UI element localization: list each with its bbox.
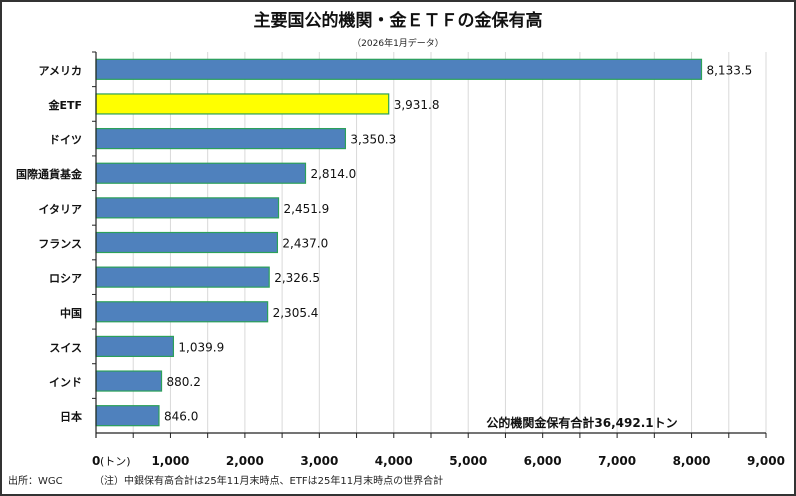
data-label: 2,326.5 — [274, 271, 320, 285]
category-label: フランス — [38, 238, 82, 251]
category-label: 金ETF — [47, 98, 82, 112]
x-unit-label: (トン) — [100, 455, 131, 468]
category-label: 日本 — [60, 410, 82, 424]
total-annotation: 公的機関金保有合計36,492.1トン — [486, 415, 677, 430]
x-tick-label: 2,000 — [226, 454, 264, 468]
x-tick-label: 6,000 — [524, 454, 562, 468]
source-note: 出所：WGC — [8, 474, 63, 487]
x-tick-label: 7,000 — [598, 454, 636, 468]
bar — [95, 93, 390, 115]
data-label: 2,305.4 — [273, 306, 319, 320]
bar — [95, 58, 703, 80]
x-tick-label: 5,000 — [449, 454, 487, 468]
data-label: 846.0 — [164, 410, 198, 424]
bar — [95, 197, 280, 219]
bar — [95, 335, 175, 358]
data-label: 2,814.0 — [310, 167, 356, 181]
category-label: ロシア — [49, 272, 82, 285]
chart-title: 主要国公的機関・金ＥＴＦの金保有高 — [254, 10, 543, 31]
category-label: ドイツ — [49, 134, 82, 147]
footnote: （注）中銀保有高合計は25年11月末時点、ETFは25年11月末時点の世界合計 — [94, 474, 443, 487]
category-label: 中国 — [60, 306, 82, 320]
bar — [95, 266, 270, 288]
data-label: 1,039.9 — [178, 340, 224, 354]
chart-subtitle: （2026年1月データ） — [352, 37, 444, 49]
category-label: スイス — [49, 341, 82, 354]
x-tick-label: 1,000 — [151, 454, 189, 468]
x-tick-label: 8,000 — [673, 454, 711, 468]
data-label: 8,133.5 — [706, 63, 752, 77]
x-tick-label: 9,000 — [747, 454, 785, 468]
bar — [95, 231, 279, 254]
x-tick-label: 3,000 — [300, 454, 338, 468]
category-label: 国際通貨基金 — [16, 167, 83, 181]
category-label: インド — [49, 376, 82, 389]
bar — [95, 127, 347, 150]
data-label: 2,437.0 — [282, 237, 328, 251]
data-label: 880.2 — [167, 375, 201, 389]
bar — [95, 370, 163, 392]
category-label: イタリア — [38, 203, 82, 216]
x-tick-label: 4,000 — [375, 454, 413, 468]
bar — [95, 162, 307, 184]
category-label: アメリカ — [39, 64, 82, 77]
x-tick-label: 0 — [92, 454, 100, 468]
data-label: 2,451.9 — [284, 202, 330, 216]
data-label: 3,350.3 — [350, 133, 396, 147]
data-label: 3,931.8 — [394, 98, 440, 112]
bar — [95, 405, 160, 427]
bar — [95, 301, 269, 323]
